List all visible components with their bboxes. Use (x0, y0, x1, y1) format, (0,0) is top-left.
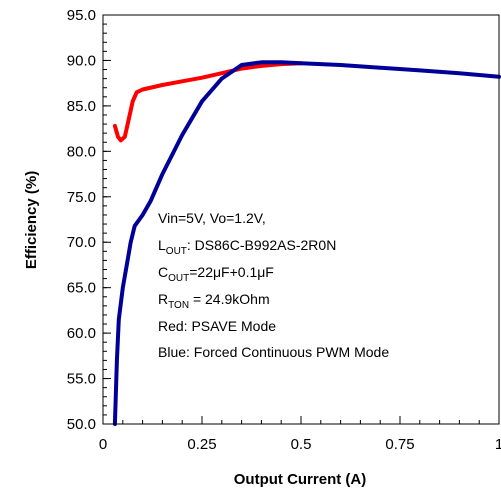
y-tick-label: 50.0 (67, 416, 96, 433)
annotation-block: Vin=5V, Vo=1.2V, LOUT: DS86C-B992AS-2R0N… (158, 210, 389, 360)
y-tick-label: 80.0 (67, 143, 96, 160)
annotation-resistor-value: = 24.9kOhm (189, 291, 270, 307)
x-tick-labels: 0 0.25 0.5 0.75 1 (99, 436, 501, 453)
y-tick-label: 90.0 (67, 52, 96, 69)
annotation-capacitor-symbol: C (158, 264, 168, 280)
x-tick-label: 0.75 (385, 436, 414, 453)
forced-pwm-efficiency-line (112, 60, 501, 426)
annotation-conditions: Vin=5V, Vo=1.2V, (158, 210, 266, 226)
x-axis-title: Output Current (A) (234, 471, 366, 488)
x-tick-label: 1 (495, 436, 501, 453)
annotation-inductor-value: : DS86C-B992AS-2R0N (187, 237, 336, 253)
plot-area-frame (102, 14, 500, 425)
y-tick-label: 60.0 (67, 325, 96, 342)
y-tick-label: 95.0 (67, 7, 96, 24)
psave-efficiency-line (112, 61, 303, 143)
annotation-capacitor-value: =22μF+0.1μF (189, 264, 274, 280)
x-tick-label: 0.25 (187, 436, 216, 453)
annotation-capacitor: COUT=22μF+0.1μF (158, 264, 274, 284)
y-tick-label: 85.0 (67, 98, 96, 115)
annotation-inductor-subscript: OUT (166, 246, 187, 257)
y-tick-label: 70.0 (67, 234, 96, 251)
annotation-resistor-subscript: TON (168, 300, 189, 311)
annotation-resistor-symbol: R (158, 291, 168, 307)
x-tick-label: 0 (99, 436, 107, 453)
annotation-resistor: RTON = 24.9kOhm (158, 291, 270, 311)
annotation-blue-legend: Blue: Forced Continuous PWM Mode (158, 344, 389, 360)
y-axis-title: Efficiency (%) (23, 171, 40, 269)
annotation-inductor-symbol: L (158, 237, 166, 253)
y-tick-label: 75.0 (67, 189, 96, 206)
y-tick-label: 65.0 (67, 280, 96, 297)
x-tick-label: 0.5 (291, 436, 312, 453)
annotation-inductor: LOUT: DS86C-B992AS-2R0N (158, 237, 336, 257)
annotation-red-legend: Red: PSAVE Mode (158, 318, 276, 334)
series-layer (112, 60, 501, 426)
y-tick-label: 55.0 (67, 371, 96, 388)
annotation-capacitor-subscript: OUT (168, 273, 189, 284)
y-tick-labels: 50.0 55.0 60.0 65.0 70.0 75.0 80.0 85.0 90.0 95.0 (67, 7, 96, 433)
